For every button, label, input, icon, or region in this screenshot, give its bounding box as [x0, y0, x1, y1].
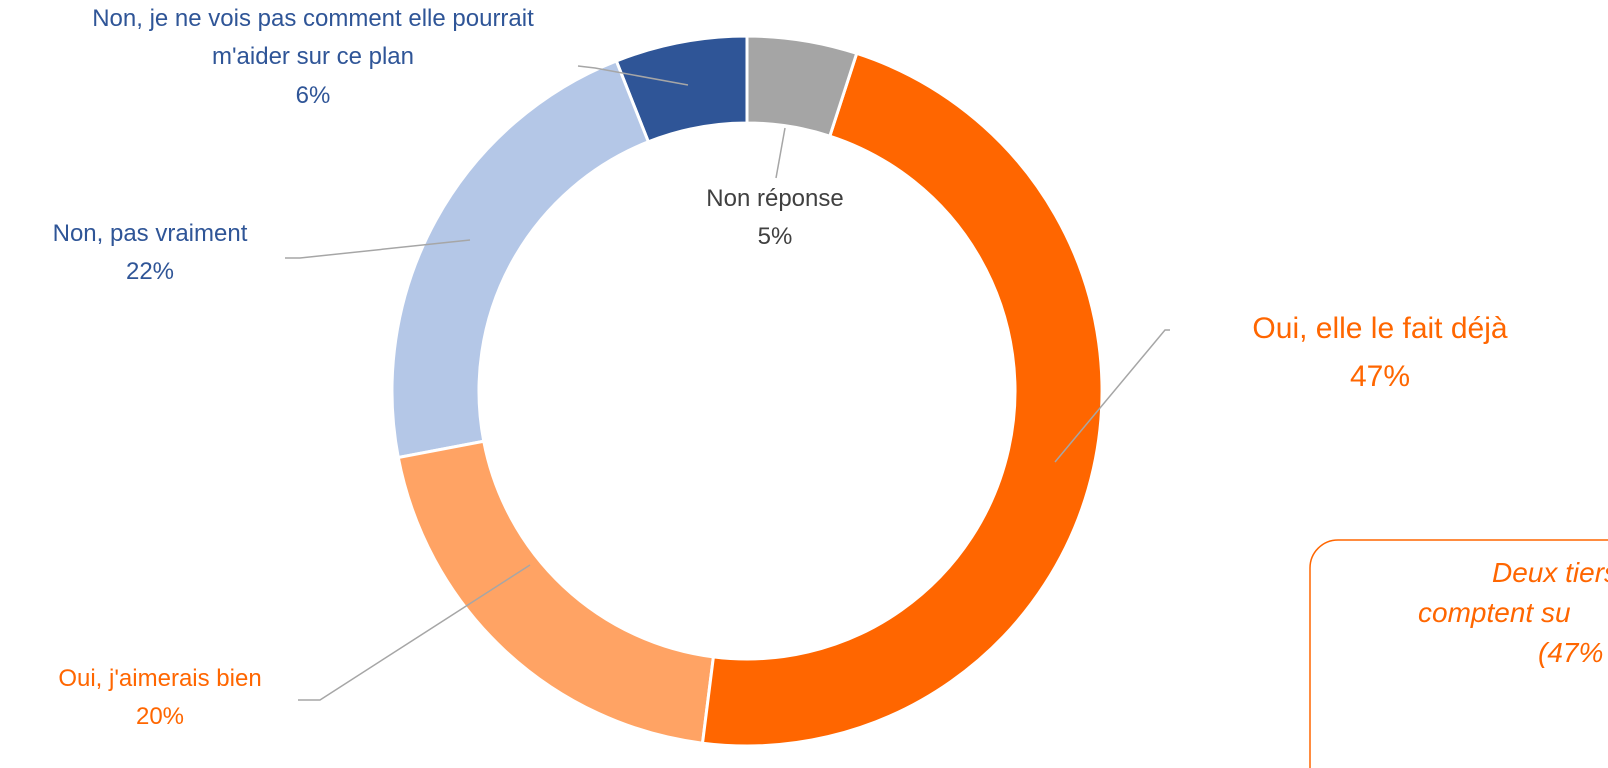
slice-label: Oui, j'aimerais bien 20%	[0, 660, 320, 737]
donut-slice	[745, 34, 859, 139]
donut-slice	[396, 439, 716, 745]
annotation-text: (47%	[1538, 637, 1603, 668]
leader-line	[577, 65, 689, 86]
donut-slice	[700, 51, 1104, 748]
leader-line	[1054, 329, 1170, 463]
slice-label: Non, pas vraiment 22%	[0, 215, 310, 292]
label-text: 5%	[757, 223, 793, 251]
slice-label: Non réponse 5%	[655, 180, 895, 257]
label-text: 47%	[1349, 360, 1411, 393]
leader-line	[285, 239, 471, 259]
leader-lines	[285, 65, 1170, 701]
label-text: Non, je ne vois pas comment elle pourrai…	[92, 5, 534, 71]
label-text: 20%	[135, 703, 185, 731]
label-text: Non réponse	[706, 185, 844, 212]
slice-label: Non, je ne vois pas comment elle pourrai…	[53, 0, 573, 115]
label-text: Oui, elle le fait déjà	[1252, 312, 1508, 345]
annotation-text: comptent su	[1418, 597, 1571, 628]
label-text: Non, pas vraiment	[52, 220, 248, 247]
leader-line	[298, 564, 531, 701]
label-text: 22%	[125, 258, 175, 286]
annotation-box	[1309, 539, 1608, 768]
annotation-text: Deux tiers	[1492, 557, 1608, 588]
slice-label: Oui, elle le fait déjà 47%	[1150, 305, 1608, 401]
leader-line	[775, 127, 786, 179]
label-text: 6%	[295, 81, 331, 109]
donut-slice	[390, 58, 651, 460]
label-text: Oui, j'aimerais bien	[58, 665, 262, 692]
